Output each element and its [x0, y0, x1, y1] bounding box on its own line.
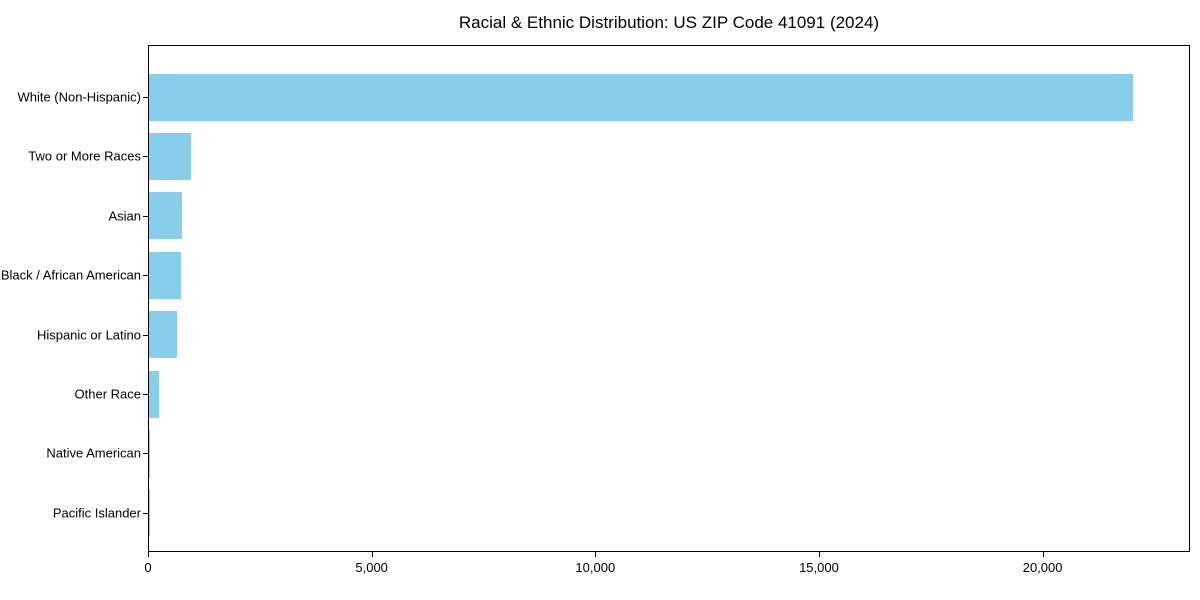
x-axis-tick — [595, 552, 596, 557]
x-axis-tick-label: 15,000 — [799, 560, 839, 575]
y-axis-category-label: Other Race — [74, 386, 141, 402]
x-axis-tick-label: 0 — [144, 560, 152, 575]
y-axis-tick — [143, 97, 148, 98]
bar-two-or-more-races — [149, 133, 192, 180]
y-axis-category-label: Native American — [46, 445, 141, 461]
y-axis-category-label: Asian — [108, 208, 141, 224]
y-axis-category-label: Pacific Islander — [52, 505, 141, 521]
x-axis-tick — [1043, 552, 1044, 557]
chart-title: Racial & Ethnic Distribution: US ZIP Cod… — [458, 13, 880, 32]
x-axis-tick — [819, 552, 820, 557]
x-axis-tick — [372, 552, 373, 557]
y-axis-category-label: Hispanic or Latino — [36, 327, 141, 343]
y-axis-tick — [143, 156, 148, 157]
bar-other-race — [149, 371, 159, 418]
y-axis-category-label: Black / African American — [0, 267, 141, 283]
bar-black-african-american — [149, 252, 182, 299]
bar-hispanic-or-latino — [149, 311, 178, 358]
y-axis-tick — [143, 453, 148, 454]
y-axis-tick — [143, 335, 148, 336]
y-axis-category-label: Two or More Races — [28, 148, 141, 164]
y-axis-tick — [143, 216, 148, 217]
y-axis-tick — [143, 275, 148, 276]
bar-asian — [149, 192, 183, 239]
x-axis-tick-label: 5,000 — [355, 560, 388, 575]
y-axis-tick — [143, 394, 148, 395]
bar-native-american — [149, 430, 151, 477]
y-axis-tick — [143, 513, 148, 514]
y-axis-category-label: White (Non-Hispanic) — [17, 89, 141, 105]
x-axis-tick — [148, 552, 149, 557]
bar-white-non-hispanic — [149, 74, 1134, 121]
x-axis-tick-label: 20,000 — [1022, 560, 1063, 575]
plot-area — [148, 45, 1190, 552]
x-axis-tick-label: 10,000 — [575, 560, 616, 575]
